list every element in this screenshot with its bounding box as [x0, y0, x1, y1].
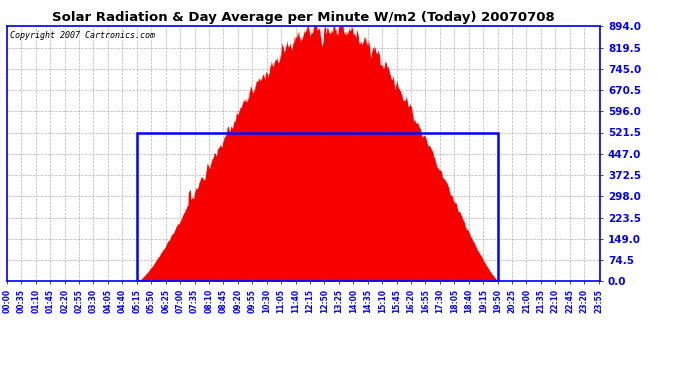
Text: Copyright 2007 Cartronics.com: Copyright 2007 Cartronics.com: [10, 32, 155, 40]
Title: Solar Radiation & Day Average per Minute W/m2 (Today) 20070708: Solar Radiation & Day Average per Minute…: [52, 11, 555, 24]
Bar: [137, 132, 497, 281]
